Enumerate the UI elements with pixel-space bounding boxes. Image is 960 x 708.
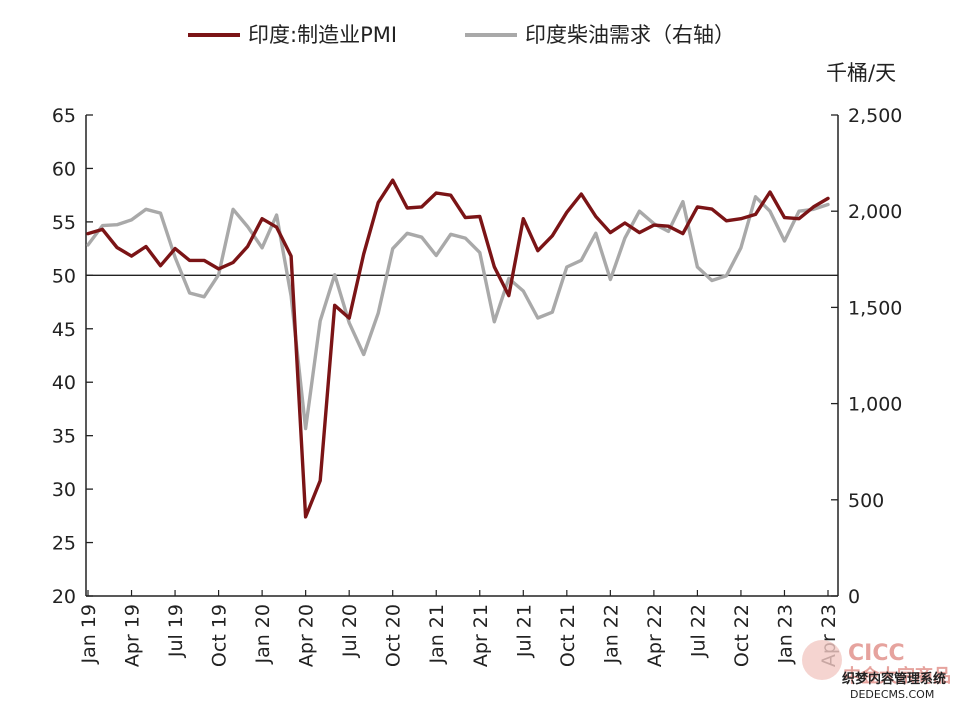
watermark: CICC 中金大宗商品 织梦内容管理系统 DEDECMS.COM xyxy=(802,640,951,701)
left-tick-label: 60 xyxy=(52,158,76,180)
x-tick-label: Oct 19 xyxy=(209,604,231,667)
x-tick-label: Jul 20 xyxy=(339,604,361,658)
series-line-diesel-demand xyxy=(86,195,830,431)
x-tick-label: Jul 19 xyxy=(165,604,187,658)
left-tick-label: 30 xyxy=(52,479,76,501)
x-tick-label: Jul 21 xyxy=(513,604,535,658)
legend: 印度:制造业PMI 印度柴油需求（右轴） xyxy=(188,23,735,47)
right-tick-label: 1,000 xyxy=(848,394,902,416)
watermark-site-cn: 织梦内容管理系统 xyxy=(842,671,946,687)
x-tick-label: Oct 20 xyxy=(383,604,405,667)
x-tick-label: Jan 19 xyxy=(78,604,100,665)
left-tick-label: 45 xyxy=(52,319,76,341)
left-tick-label: 55 xyxy=(52,212,76,234)
right-tick-label: 0 xyxy=(848,586,860,608)
left-tick-label: 65 xyxy=(52,105,76,127)
x-tick-label: Apr 22 xyxy=(644,604,666,667)
watermark-site: DEDECMS.COM xyxy=(850,688,934,701)
right-tick-label: 2,500 xyxy=(848,105,902,127)
series-line-manufacturing-pmi xyxy=(86,178,830,519)
left-tick-label: 50 xyxy=(52,265,76,287)
watermark-brand-cn: 中金大宗商品 xyxy=(843,665,951,687)
x-tick-label: Jul 22 xyxy=(687,604,709,658)
right-axis-unit-label: 千桶/天 xyxy=(826,61,896,85)
right-tick-label: 1,500 xyxy=(848,297,902,319)
x-tick-label: Oct 22 xyxy=(731,604,753,667)
x-tick-label: Jan 21 xyxy=(426,604,448,665)
x-tick-label: Jan 20 xyxy=(252,604,274,665)
x-tick-label: Apr 19 xyxy=(122,604,144,667)
series-group xyxy=(86,178,830,519)
right-axis-ticks: 0 500 1,000 1,500 2,000 2,500 xyxy=(831,105,902,608)
x-tick-label: Jan 23 xyxy=(774,604,796,665)
x-tick-label: Oct 21 xyxy=(557,604,579,667)
left-tick-label: 40 xyxy=(52,372,76,394)
watermark-brand: CICC xyxy=(848,641,905,666)
legend-label-diesel: 印度柴油需求（右轴） xyxy=(525,23,735,47)
right-tick-label: 2,000 xyxy=(848,201,902,223)
left-tick-label: 25 xyxy=(52,533,76,555)
legend-label-pmi: 印度:制造业PMI xyxy=(248,23,397,47)
x-tick-label: Jan 22 xyxy=(600,604,622,665)
left-tick-label: 35 xyxy=(52,426,76,448)
left-axis-ticks: 20 25 30 35 40 45 50 55 60 65 xyxy=(52,105,93,608)
right-tick-label: 500 xyxy=(848,490,884,512)
x-axis-ticks: Jan 19 Apr 19 Jul 19 Oct 19 Jan 20 Apr 20 Jul … xyxy=(78,590,840,667)
watermark-logo-icon xyxy=(802,640,842,680)
left-tick-label: 20 xyxy=(52,586,76,608)
x-tick-label: Apr 20 xyxy=(296,604,318,667)
x-tick-label: Apr 21 xyxy=(470,604,492,667)
